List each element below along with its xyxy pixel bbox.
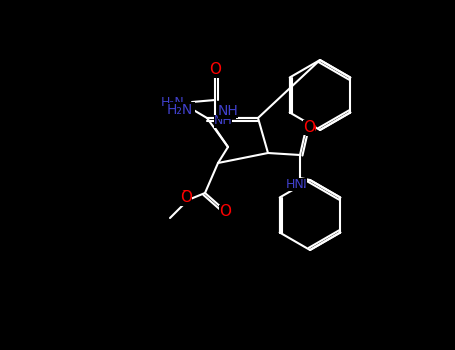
- Text: HN: HN: [288, 177, 308, 190]
- Text: O: O: [221, 206, 232, 220]
- Text: H₂N: H₂N: [171, 102, 195, 114]
- Text: O: O: [209, 63, 221, 77]
- Text: O: O: [180, 189, 191, 203]
- Text: O: O: [303, 119, 315, 134]
- Text: O: O: [219, 204, 231, 219]
- Text: NH: NH: [217, 105, 237, 119]
- Text: O: O: [306, 122, 316, 136]
- Text: NH: NH: [217, 104, 238, 118]
- Text: HN: HN: [286, 177, 304, 190]
- Text: NH: NH: [214, 114, 233, 127]
- Text: O: O: [210, 63, 220, 77]
- Text: O: O: [180, 190, 192, 205]
- Text: H₂N: H₂N: [167, 103, 193, 117]
- Text: H₂N: H₂N: [160, 96, 184, 108]
